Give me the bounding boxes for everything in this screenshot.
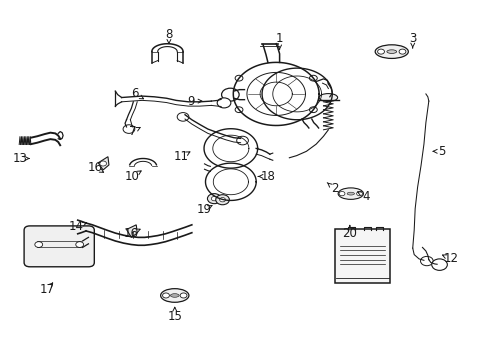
Circle shape: [235, 107, 243, 113]
Circle shape: [100, 161, 106, 166]
Text: 5: 5: [437, 145, 445, 158]
Text: 13: 13: [13, 152, 28, 165]
Text: 14: 14: [69, 220, 83, 233]
Ellipse shape: [346, 192, 354, 195]
Circle shape: [217, 98, 230, 108]
Text: 2: 2: [330, 183, 338, 195]
Circle shape: [180, 293, 186, 298]
Text: 15: 15: [167, 310, 182, 324]
Ellipse shape: [319, 94, 337, 102]
Polygon shape: [126, 225, 137, 237]
Text: 1: 1: [275, 32, 283, 45]
Circle shape: [309, 75, 317, 81]
Text: 7: 7: [128, 125, 136, 138]
Text: 10: 10: [124, 170, 140, 183]
Circle shape: [177, 113, 188, 121]
Ellipse shape: [386, 50, 396, 53]
Text: 12: 12: [443, 252, 458, 265]
Circle shape: [398, 49, 405, 54]
Circle shape: [35, 242, 42, 247]
Ellipse shape: [337, 188, 363, 199]
Text: 18: 18: [260, 170, 275, 183]
Circle shape: [219, 198, 225, 202]
Circle shape: [236, 136, 248, 145]
Circle shape: [162, 293, 169, 298]
Text: 11: 11: [173, 150, 188, 163]
Text: 6: 6: [131, 87, 138, 100]
Circle shape: [235, 75, 243, 81]
FancyBboxPatch shape: [24, 226, 94, 267]
Text: 19: 19: [197, 203, 212, 216]
Circle shape: [123, 125, 135, 134]
Text: 3: 3: [408, 32, 416, 45]
Circle shape: [215, 195, 229, 205]
Circle shape: [420, 256, 432, 266]
Circle shape: [431, 259, 447, 270]
Text: 8: 8: [165, 28, 172, 41]
Ellipse shape: [170, 294, 179, 297]
Circle shape: [207, 194, 221, 204]
Text: 16: 16: [123, 226, 139, 239]
Text: 20: 20: [342, 226, 357, 239]
Polygon shape: [98, 157, 109, 170]
Ellipse shape: [374, 45, 407, 58]
Circle shape: [309, 107, 317, 113]
FancyBboxPatch shape: [334, 229, 389, 283]
Text: 16: 16: [87, 161, 102, 174]
Text: 9: 9: [187, 95, 194, 108]
Text: 17: 17: [40, 283, 54, 296]
Circle shape: [377, 49, 384, 54]
Text: 4: 4: [362, 190, 369, 203]
Circle shape: [76, 242, 83, 247]
Circle shape: [338, 192, 344, 196]
Ellipse shape: [160, 289, 188, 302]
Circle shape: [356, 192, 362, 196]
Circle shape: [211, 197, 217, 201]
